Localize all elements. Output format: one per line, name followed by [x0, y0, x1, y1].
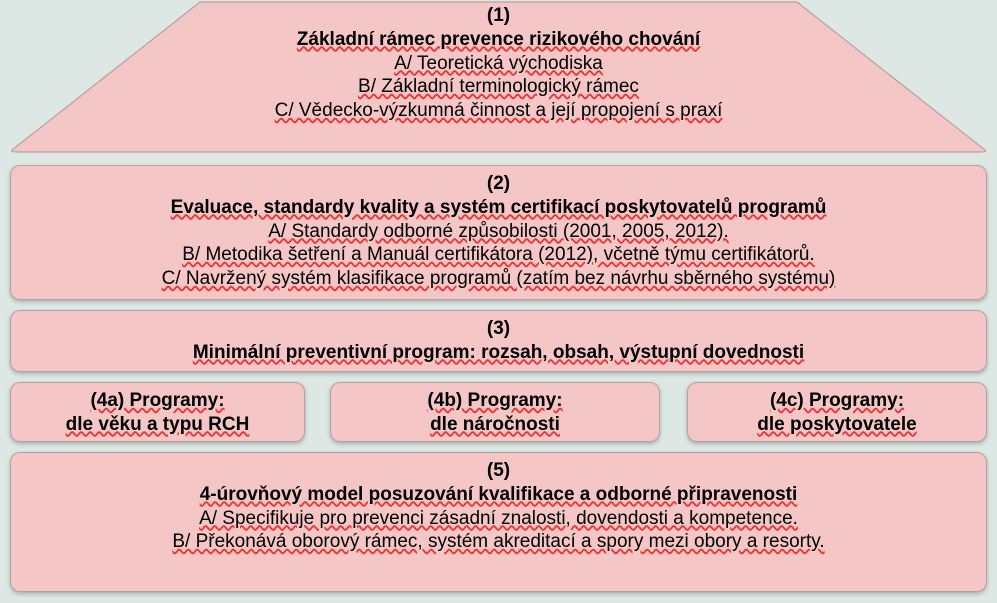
block1-num: (1): [10, 4, 987, 28]
block5-b: B/ Překonává oborový rámec, systém akred…: [21, 530, 976, 554]
block4a-sub: dle věku a typu RCH: [21, 413, 294, 437]
block-2: (2) Evaluace, standardy kvality a systém…: [10, 165, 987, 300]
block-1-trapezoid: (1) Základní rámec prevence rizikového c…: [10, 0, 987, 154]
block-3: (3) Minimální preventivní program: rozsa…: [10, 310, 987, 372]
block4b-sub: dle náročnosti: [341, 413, 649, 437]
block-5: (5) 4-úrovňový model posuzování kvalifik…: [10, 452, 987, 592]
block1-a: A/ Teoretická východiska: [10, 52, 987, 76]
block2-title: Evaluace, standardy kvality a systém cer…: [21, 196, 976, 220]
block-4b: (4b) Programy: dle náročnosti: [330, 382, 660, 442]
block2-num: (2): [21, 172, 976, 196]
block-4a: (4a) Programy: dle věku a typu RCH: [10, 382, 305, 442]
block2-b: B/ Metodika šetření a Manuál certifikáto…: [21, 243, 976, 267]
block4c-sub: dle poskytovatele: [698, 413, 976, 437]
block5-num: (5): [21, 459, 976, 483]
block1-c: C/ Vědecko-výzkumná činnost a její propo…: [10, 99, 987, 123]
block2-a: A/ Standardy odborné způsobilosti (2001,…: [21, 220, 976, 244]
block-4c: (4c) Programy: dle poskytovatele: [687, 382, 987, 442]
block5-a: A/ Specifikuje pro prevenci zásadní znal…: [21, 507, 976, 531]
block4c-title: (4c) Programy:: [698, 389, 976, 413]
block2-c: C/ Navržený systém klasifikace programů …: [21, 267, 976, 291]
block3-title: Minimální preventivní program: rozsah, o…: [21, 341, 976, 365]
block1-title: Základní rámec prevence rizikového chová…: [10, 28, 987, 52]
block5-title: 4-úrovňový model posuzování kvalifikace …: [21, 483, 976, 507]
block3-num: (3): [21, 317, 976, 341]
block4a-title: (4a) Programy:: [21, 389, 294, 413]
block1-b: B/ Základní terminologický rámec: [10, 75, 987, 99]
block4b-title: (4b) Programy:: [341, 389, 649, 413]
